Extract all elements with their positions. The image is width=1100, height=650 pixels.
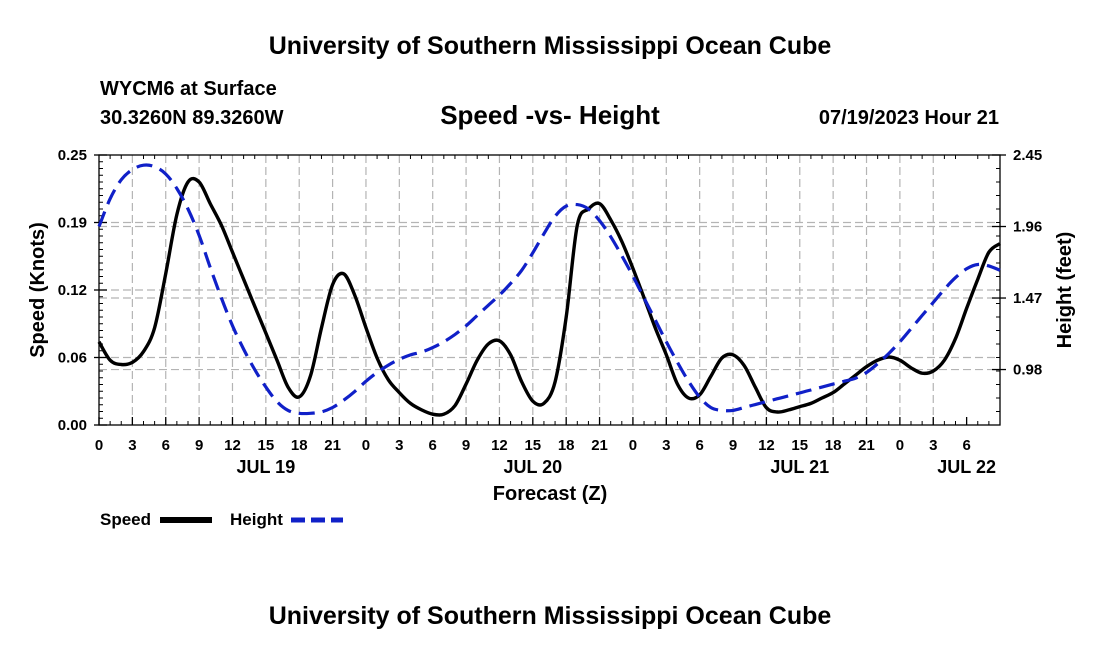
chart-header-title: University of Southern Mississippi Ocean… <box>269 32 832 60</box>
y-left-tick-label: 0.12 <box>58 282 87 299</box>
x-date-label: JUL 21 <box>770 457 829 477</box>
chart-title: Speed -vs- Height <box>440 100 660 130</box>
y-right-tick-label: 2.45 <box>1013 147 1042 164</box>
forecast-datetime: 07/19/2023 Hour 21 <box>819 107 999 129</box>
x-tick-label: 6 <box>962 437 970 454</box>
x-tick-label: 18 <box>825 437 842 454</box>
x-tick-label: 3 <box>662 437 670 454</box>
x-axis-label: Forecast (Z) <box>493 483 607 505</box>
legend: Speed Height <box>100 510 343 529</box>
x-date-label: JUL 20 <box>503 457 562 477</box>
x-tick-label: 15 <box>791 437 808 454</box>
x-tick-label: 18 <box>558 437 575 454</box>
x-tick-label: 0 <box>629 437 637 454</box>
grid <box>99 155 1000 425</box>
x-tick-label: 3 <box>128 437 136 454</box>
speed-series-line <box>97 176 1002 417</box>
station-coordinates: 30.3260N 89.3260W <box>100 107 284 129</box>
axis-tick-labels: 0 3 6 9 12 15 18 21 0 3 6 9 12 15 18 21 0 3 6 9 12 15 18 21 0 3 6 0… <box>58 147 1042 477</box>
x-tick-label: 3 <box>929 437 937 454</box>
x-date-label: JUL 19 <box>237 457 296 477</box>
station-label: WYCM6 at Surface <box>100 78 277 100</box>
x-tick-label: 9 <box>195 437 203 454</box>
x-tick-label: 12 <box>758 437 775 454</box>
x-tick-label: 6 <box>162 437 170 454</box>
height-series-line <box>97 163 1001 416</box>
x-tick-label: 18 <box>291 437 308 454</box>
x-tick-label: 15 <box>524 437 541 454</box>
x-tick-label: 6 <box>429 437 437 454</box>
y-left-tick-label: 0.19 <box>58 215 87 232</box>
x-tick-label: 12 <box>224 437 241 454</box>
x-tick-label: 0 <box>95 437 103 454</box>
x-date-label: JUL 22 <box>937 457 996 477</box>
x-tick-label: 3 <box>395 437 403 454</box>
y-axis-right-label: Height (feet) <box>1054 232 1076 349</box>
x-tick-label: 12 <box>491 437 508 454</box>
x-tick-label: 9 <box>729 437 737 454</box>
x-tick-label: 6 <box>695 437 703 454</box>
y-left-tick-label: 0.25 <box>58 147 87 164</box>
x-tick-label: 21 <box>591 437 608 454</box>
legend-height-label: Height <box>230 510 283 529</box>
series <box>97 163 1002 417</box>
y-right-tick-label: 1.96 <box>1013 219 1042 236</box>
y-right-tick-label: 0.98 <box>1013 362 1042 379</box>
legend-speed-label: Speed <box>100 510 151 529</box>
y-left-tick-label: 0.06 <box>58 350 87 367</box>
x-tick-label: 0 <box>896 437 904 454</box>
y-axis-left-label: Speed (Knots) <box>27 222 49 358</box>
x-tick-label: 15 <box>258 437 275 454</box>
footer-title: University of Southern Mississippi Ocean… <box>269 602 832 630</box>
y-left-tick-label: 0.00 <box>58 417 87 434</box>
axis-ticks <box>94 154 1006 426</box>
x-tick-label: 21 <box>324 437 341 454</box>
x-tick-label: 0 <box>362 437 370 454</box>
y-right-tick-label: 1.47 <box>1013 290 1042 307</box>
x-tick-label: 9 <box>462 437 470 454</box>
x-tick-label: 21 <box>858 437 875 454</box>
